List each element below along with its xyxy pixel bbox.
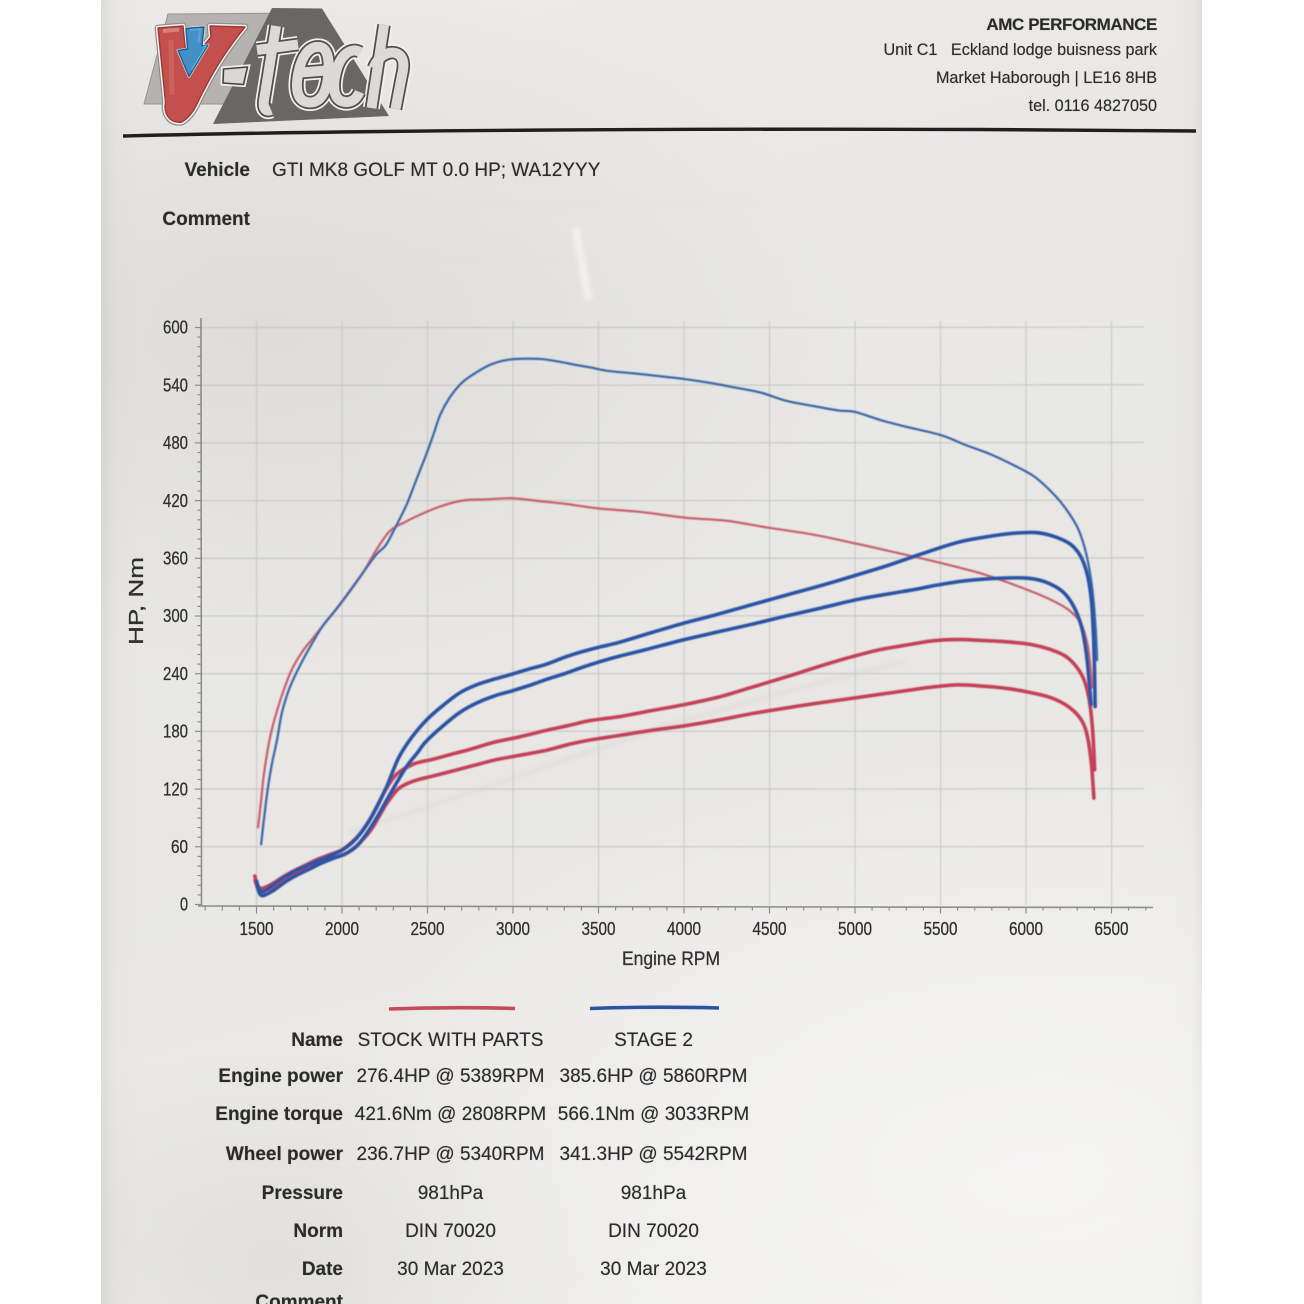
svg-text:480: 480: [163, 432, 188, 453]
svg-text:2000: 2000: [325, 918, 359, 939]
svg-text:540: 540: [163, 374, 188, 395]
svg-text:3500: 3500: [582, 918, 616, 939]
svg-text:3000: 3000: [496, 918, 530, 939]
svg-text:6500: 6500: [1095, 918, 1129, 939]
svg-text:600: 600: [163, 317, 188, 338]
svg-text:Engine RPM: Engine RPM: [622, 949, 720, 970]
svg-text:4000: 4000: [667, 918, 701, 939]
svg-text:120: 120: [163, 778, 188, 799]
svg-text:420: 420: [163, 490, 188, 511]
svg-text:5500: 5500: [924, 918, 958, 939]
svg-text:300: 300: [163, 605, 188, 626]
svg-text:5000: 5000: [838, 918, 872, 939]
svg-text:HP, Nm: HP, Nm: [126, 557, 148, 645]
svg-text:1500: 1500: [240, 918, 274, 939]
svg-text:240: 240: [163, 663, 188, 684]
svg-text:4500: 4500: [753, 918, 787, 939]
svg-text:2500: 2500: [411, 918, 445, 939]
svg-text:180: 180: [163, 721, 188, 742]
svg-text:360: 360: [163, 548, 188, 569]
svg-text:0: 0: [180, 894, 188, 915]
svg-text:60: 60: [171, 836, 188, 857]
svg-text:6000: 6000: [1009, 918, 1043, 939]
